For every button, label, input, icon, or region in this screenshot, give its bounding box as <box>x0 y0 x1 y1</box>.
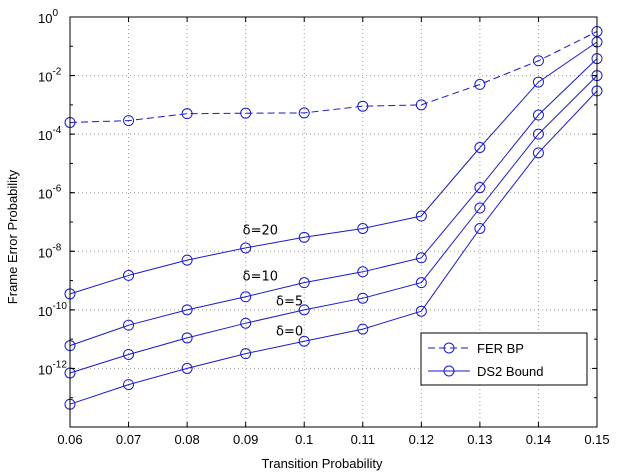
y-tick-label: 10-2 <box>38 67 62 85</box>
series-4-point <box>357 323 369 335</box>
series-0-point <box>123 115 135 127</box>
x-tick-label: 0.11 <box>351 432 375 447</box>
series-4-point <box>181 362 193 374</box>
legend-marker-fer-bp <box>443 342 455 354</box>
y-axis-title: Frame Error Probability <box>5 169 20 304</box>
series-2-point <box>474 182 486 194</box>
series-1-point <box>357 222 369 234</box>
series-2-point <box>415 252 427 264</box>
x-tick-label: 0.12 <box>409 432 434 447</box>
series-3-point <box>532 128 544 140</box>
series-layer <box>64 25 603 410</box>
series-3-point <box>123 348 135 360</box>
series-1-point <box>532 76 544 88</box>
series-3-point <box>415 277 427 289</box>
x-tick-label: 0.08 <box>174 432 199 447</box>
x-tick-label: 0.15 <box>584 432 609 447</box>
series-2-point <box>357 266 369 278</box>
series-4-point <box>123 379 135 391</box>
series-0-point <box>240 107 252 119</box>
series-1-point <box>240 242 252 254</box>
annotations: δ=20 δ=10 δ=5 δ=0 <box>243 224 304 340</box>
x-tick-label: 0.07 <box>116 432 141 447</box>
x-tick-label: 0.09 <box>233 432 258 447</box>
x-tick-label: 0.1 <box>295 432 313 447</box>
series-4-point <box>532 147 544 159</box>
series-0-point <box>357 100 369 112</box>
legend-label-ds2-bound: DS2 Bound <box>477 364 544 379</box>
series-line-3 <box>69 75 598 374</box>
y-tick-label: 10-4 <box>38 125 62 143</box>
series-line-0 <box>69 31 598 123</box>
grid-lines <box>70 17 597 427</box>
series-0-point <box>474 78 486 90</box>
series-3-point <box>298 304 310 316</box>
series-0-point <box>532 55 544 67</box>
series-2-point <box>532 109 544 121</box>
legend: FER BP DS2 Bound <box>420 332 588 386</box>
y-tick-label: 10-8 <box>38 242 62 260</box>
x-tick-label: 0.13 <box>467 432 492 447</box>
series-3-point <box>357 292 369 304</box>
series-line-1 <box>69 41 598 295</box>
y-tick-label: 10-10 <box>38 301 67 319</box>
series-1-point <box>474 141 486 153</box>
series-0-point <box>415 99 427 111</box>
series-4-point <box>298 335 310 347</box>
series-1-point <box>181 254 193 266</box>
series-4-point <box>474 222 486 234</box>
series-1-point <box>123 269 135 281</box>
annotation-0: δ=20 <box>243 224 278 239</box>
y-tick-label: 100 <box>38 8 58 26</box>
legend-label-fer-bp: FER BP <box>477 341 524 356</box>
x-tick-label: 0.14 <box>526 432 551 447</box>
series-2-point <box>240 291 252 303</box>
annotation-2: δ=5 <box>276 295 303 310</box>
series-line-2 <box>69 58 598 347</box>
series-2-point <box>123 319 135 331</box>
series-4-point <box>240 348 252 360</box>
series-1-point <box>298 231 310 243</box>
legend-marker-ds2-bound <box>443 365 455 377</box>
y-tick-label: 10-6 <box>38 184 62 202</box>
series-3-point <box>240 317 252 329</box>
axis-ticks: 0.06 0.07 0.08 0.09 0.1 0.11 0.12 0.13 0.14 0.15 1… <box>38 8 610 447</box>
y-tick-label: 10-12 <box>38 359 67 377</box>
series-3-point <box>474 202 486 214</box>
series-2-point <box>181 304 193 316</box>
series-0-point <box>181 108 193 120</box>
series-0-point <box>298 107 310 119</box>
annotation-1: δ=10 <box>243 270 278 285</box>
x-tick-label: 0.06 <box>57 432 82 447</box>
series-3-point <box>181 332 193 344</box>
series-2-point <box>298 277 310 289</box>
series-1-point <box>415 210 427 222</box>
annotation-3: δ=0 <box>276 324 303 339</box>
x-axis-title: Transition Probability <box>262 456 383 471</box>
series-4-point <box>415 305 427 317</box>
series-line-4 <box>69 90 598 405</box>
